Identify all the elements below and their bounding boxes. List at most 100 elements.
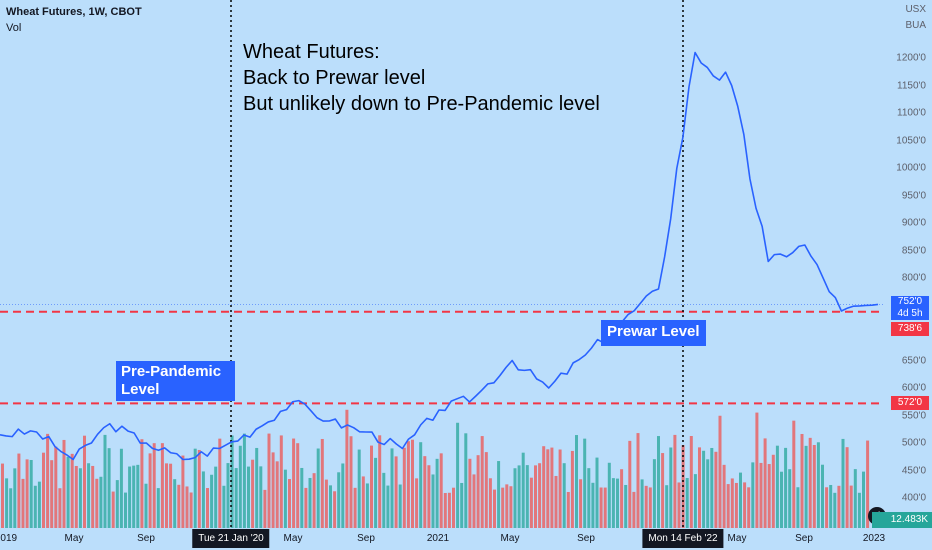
volume-bar [743, 482, 747, 528]
volume-bar [546, 449, 550, 528]
volume-bar [247, 466, 250, 528]
volume-bar [419, 442, 423, 528]
annotation-line: Back to Prewar level [243, 67, 426, 89]
volume-bar [689, 436, 693, 528]
volume-bar [390, 448, 394, 528]
volume-bar [726, 484, 730, 528]
volume-bar [292, 438, 296, 528]
volume-bar [214, 466, 218, 528]
volume-bar [54, 446, 58, 528]
volume-bar [230, 435, 234, 528]
volume-bar [238, 445, 242, 528]
volume-bar [509, 486, 513, 528]
volume-bar [812, 445, 816, 528]
volume-bar [767, 464, 771, 528]
volume-bar [382, 472, 386, 528]
volume-bar [58, 488, 62, 528]
volume-bar [652, 459, 656, 528]
prewar-level-badge: 738'6 [891, 322, 929, 336]
volume-bar [575, 435, 578, 528]
price-axis[interactable]: USX BUA 1200'0 1150'0 1100'0 1050'0 1000… [888, 0, 932, 528]
volume-bar [181, 455, 185, 528]
time-axis[interactable]: 2019 May Sep May Sep 2021 May Sep May Se… [0, 528, 932, 550]
y-tick: 650'0 [901, 355, 926, 367]
y-tick: 1000'0 [896, 162, 926, 174]
volume-bar [304, 487, 308, 528]
volume-bar [193, 448, 197, 528]
volume-bar [493, 489, 496, 528]
x-tick: May [64, 533, 84, 544]
volume-bar [616, 478, 619, 528]
volume-bar [632, 491, 636, 528]
volume-bar [517, 465, 521, 528]
volume-bar [570, 450, 574, 528]
volume-bar [862, 471, 865, 528]
volume-bar [312, 473, 316, 528]
y-tick: 1100'0 [897, 107, 926, 119]
volume-bar [324, 479, 328, 528]
volume-bar [829, 484, 833, 528]
volume-bar [165, 463, 168, 528]
y-tick: 900'0 [901, 217, 926, 229]
volume-bar [603, 487, 607, 528]
volume-bar [501, 487, 505, 528]
volume-bar [357, 449, 361, 528]
volume-bar [156, 488, 160, 528]
volume-bar [542, 446, 546, 528]
volume-bar [218, 438, 222, 528]
volume-bar [74, 465, 78, 528]
current-price: 752'0 [897, 296, 923, 307]
volume-bar [443, 492, 447, 528]
volume-bar [439, 453, 443, 528]
volume-bar [464, 433, 468, 528]
volume-bar [128, 466, 132, 528]
crosshair-date-flag: Tue 21 Jan '20 [192, 529, 270, 548]
x-tick: May [283, 533, 303, 544]
volume-bar [837, 485, 841, 528]
volume-bar [119, 448, 123, 528]
volume-bar [624, 484, 628, 528]
volume-bar [300, 467, 304, 528]
volume-bar [534, 465, 537, 528]
volume-bar [103, 434, 107, 528]
x-tick: 2023 [862, 533, 886, 544]
volume-bar [554, 475, 558, 528]
volume-legend: Vol [6, 22, 22, 34]
volume-bar [661, 453, 665, 528]
volume-bar [21, 478, 25, 528]
volume-bar [70, 453, 74, 528]
volume-bar [87, 463, 91, 528]
volume-bar [849, 485, 853, 528]
volume-bar [386, 485, 390, 528]
volume-bar [755, 412, 759, 528]
prewar-label: Prewar Level [601, 320, 706, 346]
volume-bar [792, 420, 796, 528]
volume-bar [13, 468, 17, 528]
volume-bar [763, 438, 767, 528]
volume-bar [722, 464, 726, 528]
volume-bar [177, 484, 181, 528]
volume-bar [374, 457, 378, 528]
volume-bar [394, 456, 398, 528]
volume-bar [9, 488, 13, 528]
volume-bar [333, 491, 337, 528]
volume-bar [402, 447, 406, 528]
volume-bar [816, 442, 820, 528]
volume-bar [111, 491, 115, 528]
volume-bar [488, 478, 492, 528]
volume-bar [341, 463, 345, 528]
volume-bar [222, 485, 226, 528]
volume-bar [411, 439, 414, 528]
symbol-title[interactable]: Wheat Futures, 1W, CBOT [6, 6, 142, 18]
y-tick: 500'0 [901, 437, 926, 449]
volume-bar [152, 443, 156, 528]
volume-bar [107, 448, 111, 528]
volume-bar [308, 477, 312, 528]
volume-bar [378, 435, 382, 528]
volume-bar [42, 452, 45, 528]
volume-bar [525, 465, 529, 528]
y-tick: 1050'0 [896, 135, 926, 147]
volume-bar [1, 463, 4, 528]
volume-bar [800, 433, 804, 528]
